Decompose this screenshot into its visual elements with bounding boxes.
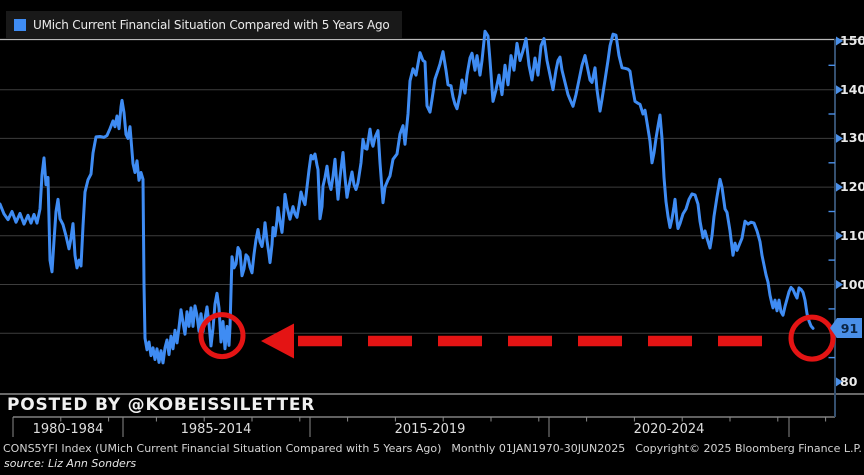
footer-copyright: Copyright© 2025 Bloomberg Finance L.P. <box>635 442 862 455</box>
footer-index-label: CONS5YFI Index (UMich Current Financial … <box>3 442 442 455</box>
x-section-label-2015-2019: 2015-2019 <box>394 422 466 437</box>
y-tick-arrow-icon <box>836 133 843 143</box>
y-tick-label-120: 120 <box>840 179 864 194</box>
y-tick-arrow-icon <box>836 182 843 192</box>
y-tick-label-110: 110 <box>840 228 864 243</box>
y-tick-label-80: 80 <box>840 374 858 389</box>
x-section-label-2020-2024: 2020-2024 <box>633 422 705 437</box>
legend: UMich Current Financial Situation Compar… <box>6 11 402 39</box>
y-tick-label-140: 140 <box>840 82 864 97</box>
annotation-arrowhead-icon <box>261 323 294 359</box>
source-note: source: Liz Ann Sonders <box>4 457 137 470</box>
legend-label: UMich Current Financial Situation Compar… <box>33 18 390 32</box>
footer-frequency: Monthly 01JAN1970-30JUN2025 <box>451 442 626 455</box>
y-tick-arrow-icon <box>836 280 843 289</box>
annotation-circle-left <box>198 312 246 360</box>
y-tick-arrow-icon <box>836 36 843 46</box>
x-section-label-1980-1984: 1980-1984 <box>32 422 104 437</box>
y-tick-label-130: 130 <box>840 130 864 145</box>
y-tick-label-150: 150 <box>840 33 864 48</box>
watermark-text: POSTED BY @KOBEISSILETTER <box>7 395 316 415</box>
annotation-circle-right <box>788 314 836 362</box>
y-tick-arrow-icon <box>836 231 843 241</box>
data-line-cons5yfi <box>0 29 815 365</box>
last-value-text: 91 <box>840 320 859 336</box>
y-tick-label-100: 100 <box>840 277 864 292</box>
last-value-badge: 91 <box>830 318 862 338</box>
footer: CONS5YFI Index (UMich Current Financial … <box>3 442 862 455</box>
y-tick-arrow-icon <box>836 377 843 387</box>
y-tick-arrow-icon <box>836 85 843 95</box>
x-section-label-1985-2014: 1985-2014 <box>180 422 252 437</box>
legend-swatch-icon <box>14 19 26 31</box>
